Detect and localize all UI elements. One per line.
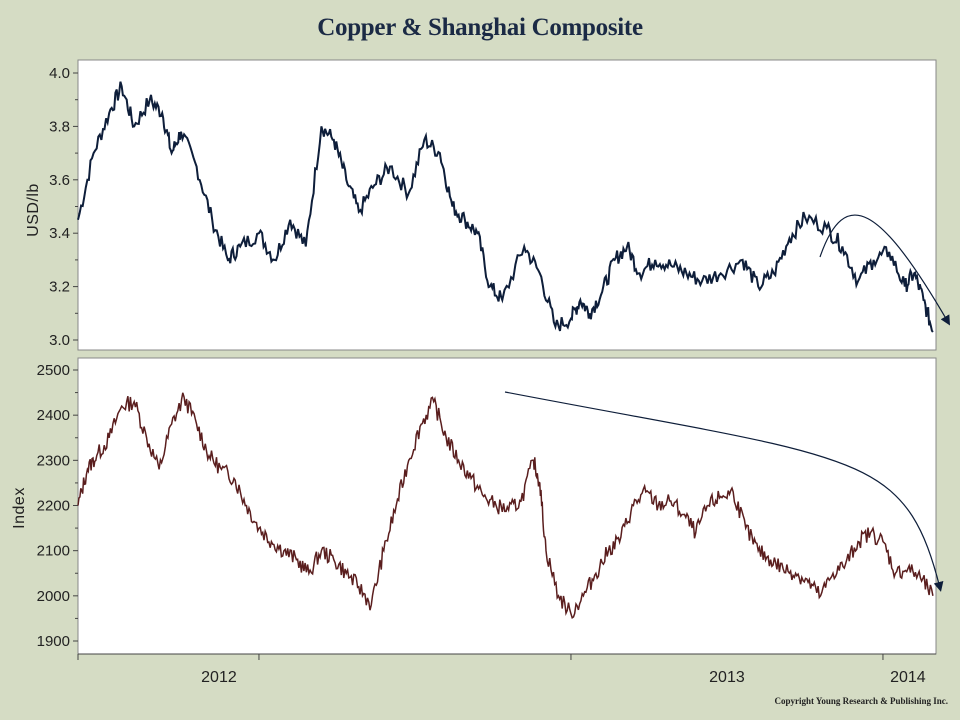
- copper-y-tick-label: 3.0: [49, 332, 70, 349]
- copper-trend-arrow: [819, 214, 951, 326]
- copper-y-tick-label: 4.0: [49, 65, 70, 82]
- copper-y-tick-label: 3.6: [49, 172, 70, 189]
- shanghai-y-tick-label: 1900: [37, 633, 70, 650]
- copper-price-line: [77, 81, 934, 333]
- shanghai-trend-arrow: [504, 391, 944, 592]
- shanghai-y-tick-label: 2200: [37, 498, 70, 515]
- shanghai-index-line: [77, 392, 934, 619]
- copyright-notice: Copyright Young Research & Publishing In…: [774, 696, 948, 706]
- shanghai-y-tick-label: 2100: [37, 543, 70, 560]
- copper-y-tick-label: 3.2: [49, 279, 70, 296]
- copper-y-axis: 3.0 3.2 3.4 3.6 3.8 4.0: [49, 65, 78, 349]
- shanghai-y-axis: 1900 2000 2100 2200 2300 2400 2500: [37, 362, 78, 650]
- shanghai-y-tick-label: 2000: [37, 588, 70, 605]
- copper-plot-area: [77, 59, 937, 351]
- copper-y-axis-label: USD/lb: [25, 183, 42, 237]
- x-tick-label: 2012: [201, 669, 237, 686]
- shanghai-y-tick-label: 2500: [37, 362, 70, 379]
- shanghai-y-tick-label: 2400: [37, 407, 70, 424]
- x-tick-label: 2014: [890, 669, 926, 686]
- x-tick-label: 2013: [709, 669, 745, 686]
- shanghai-y-axis-label: Index: [11, 487, 28, 529]
- copper-y-tick-label: 3.8: [49, 118, 70, 135]
- copper-y-tick-label: 3.4: [49, 225, 70, 242]
- chart-title: Copper & Shanghai Composite: [317, 14, 643, 41]
- shanghai-y-tick-label: 2300: [37, 452, 70, 469]
- x-axis: 2012 2013 2014: [77, 654, 926, 686]
